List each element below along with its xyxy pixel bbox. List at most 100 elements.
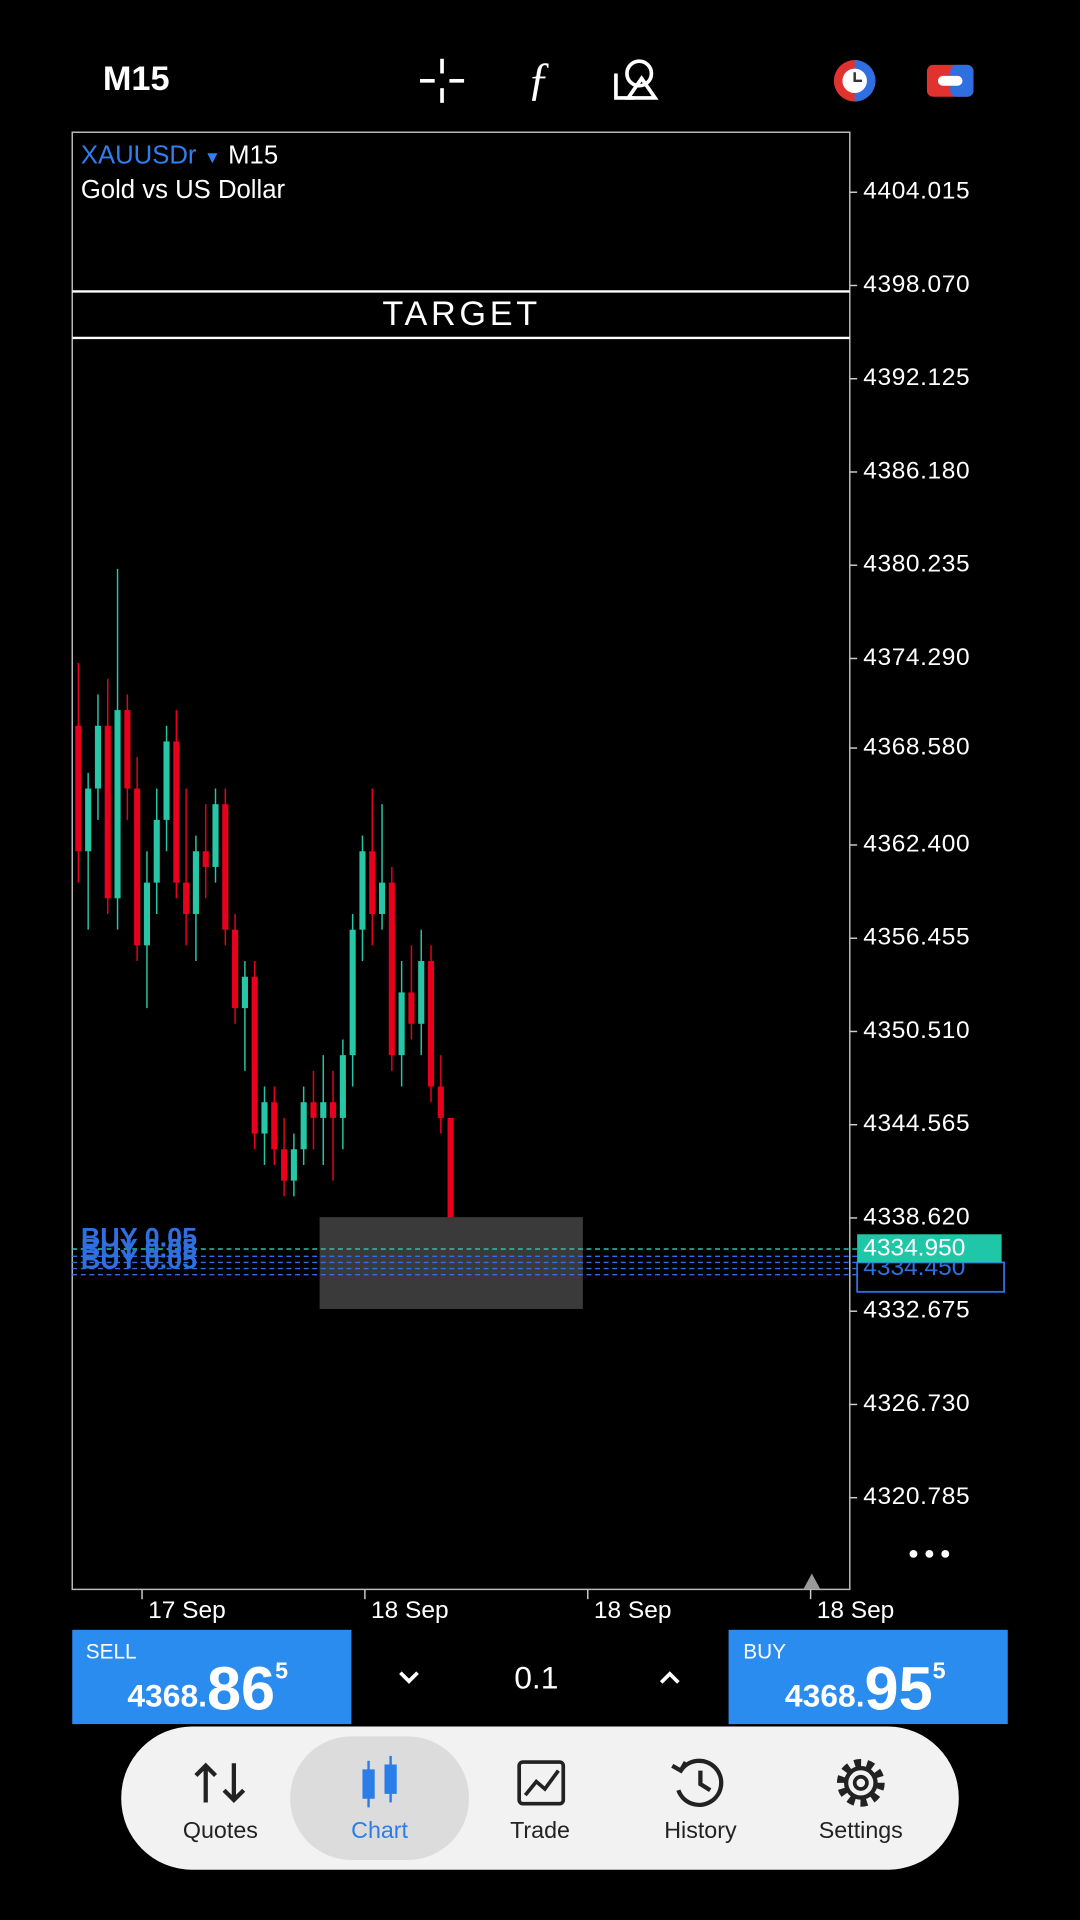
y-tick-label: 4362.400 (863, 830, 970, 857)
history-icon[interactable] (671, 1758, 724, 1808)
buy-label: BUY (743, 1641, 786, 1664)
y-tick-label: 4338.620 (863, 1203, 970, 1230)
candle-body (212, 804, 219, 867)
candle-body (281, 1149, 288, 1181)
candle-body (94, 725, 102, 789)
sell-button[interactable] (72, 1629, 352, 1725)
candle-body (408, 992, 415, 1024)
order-label: BUY 0.05 (81, 1244, 197, 1274)
objects-icon[interactable] (614, 59, 659, 100)
nav-label[interactable]: History (664, 1817, 737, 1843)
sell-label: SELL (86, 1641, 137, 1664)
quotes-icon[interactable] (194, 1762, 246, 1804)
candle-body (202, 851, 209, 867)
candle-body (378, 882, 386, 914)
y-tick-label: 4320.785 (863, 1483, 970, 1510)
candle-body (427, 961, 435, 1087)
candle-body (104, 725, 111, 899)
bid-tag-box (857, 1234, 1002, 1263)
y-tick-label: 4398.070 (863, 271, 970, 298)
volume-down[interactable] (399, 1671, 419, 1684)
y-tick-label: 4332.675 (863, 1297, 970, 1324)
price-point: 5 (275, 1658, 288, 1684)
x-tick-label: 17 Sep (148, 1597, 226, 1624)
candle-body (143, 882, 150, 946)
symbol: XAUUSDr (81, 142, 197, 170)
scroll-marker (803, 1573, 821, 1590)
chart: XAUUSDr ▼ M15 Gold vs US Dollar TARGET 440… (71, 131, 1005, 1624)
nav-label[interactable]: Settings (819, 1817, 903, 1843)
candle-body (222, 804, 229, 930)
order-lines (72, 1248, 858, 1276)
price-pips: 95 (865, 1655, 933, 1723)
candle-body (398, 992, 405, 1056)
order-label: BUY 0.05 (81, 1222, 197, 1252)
candle-body (173, 741, 180, 883)
plot-frame (71, 131, 851, 1591)
bid-tag: 4334.950 (863, 1234, 965, 1261)
symbol-header[interactable]: XAUUSDr ▼ M15 (81, 142, 278, 170)
candle-body (183, 882, 190, 914)
settings-icon[interactable] (836, 1758, 885, 1807)
candle-body (192, 851, 199, 914)
candle-body (241, 976, 248, 1009)
candle-body (251, 976, 258, 1134)
candle-body (134, 788, 141, 946)
timeframe-button[interactable]: M15 (103, 60, 170, 98)
candle-body (300, 1102, 307, 1150)
candle-body (114, 710, 121, 899)
volume-up[interactable] (659, 1671, 680, 1684)
indicators-icon[interactable]: ƒ (527, 54, 550, 105)
y-tick-label: 4392.125 (863, 364, 970, 391)
trade-icon[interactable] (926, 64, 974, 97)
more-button[interactable] (909, 1549, 950, 1558)
candle-body (163, 741, 170, 820)
price-point: 5 (933, 1658, 946, 1684)
y-tick-label: 4368.580 (863, 734, 970, 761)
buy-button[interactable] (728, 1629, 1008, 1725)
price-main: 4368. (785, 1678, 865, 1714)
candle-body (232, 929, 239, 1009)
y-tick-label: 4374.290 (863, 644, 970, 671)
y-tick-label: 4350.510 (863, 1017, 970, 1044)
order-label: BUY 0.05 (81, 1233, 197, 1263)
sell-price: 4368.865 (127, 1655, 288, 1723)
price-pips: 86 (207, 1655, 275, 1723)
symbol-description: Gold vs US Dollar (81, 176, 286, 204)
candle-body (330, 1102, 337, 1118)
dropdown-arrow: ▼ (204, 146, 221, 166)
y-tick-label: 4386.180 (863, 457, 970, 484)
candle-body (124, 710, 131, 789)
candle-body (85, 788, 92, 852)
candle-body (310, 1102, 317, 1118)
nav-label[interactable]: Chart (351, 1817, 408, 1843)
y-tick-label: 4404.015 (863, 178, 970, 205)
candle-body (75, 725, 82, 852)
target-label: TARGET (382, 295, 540, 333)
header-timeframe: M15 (228, 142, 278, 170)
y-tick-label: 4356.455 (863, 924, 970, 951)
buy-price: 4368.955 (785, 1655, 946, 1723)
nav-bar (121, 1726, 959, 1870)
candle-body (349, 929, 356, 1056)
candle-body (339, 1055, 346, 1118)
trade-nav-icon[interactable] (517, 1760, 566, 1806)
candle-body (153, 819, 160, 883)
account-icon[interactable] (833, 60, 876, 102)
nav-label[interactable]: Quotes (183, 1817, 258, 1843)
candle-body (261, 1102, 268, 1134)
y-tick-label: 4326.730 (863, 1390, 970, 1417)
candle-body (359, 851, 366, 930)
nav-label[interactable]: Trade (510, 1817, 570, 1843)
y-tick-label: 4344.565 (863, 1110, 970, 1137)
price-main: 4368. (127, 1678, 207, 1714)
y-tick-label: 4380.235 (863, 551, 970, 578)
chart-icon[interactable] (362, 1755, 397, 1808)
nav-active-bg (290, 1736, 469, 1860)
volume[interactable]: 0.1 (514, 1659, 558, 1695)
candle-body (437, 1086, 444, 1118)
x-tick-label: 18 Sep (371, 1597, 449, 1624)
crosshair-icon[interactable] (420, 58, 465, 103)
